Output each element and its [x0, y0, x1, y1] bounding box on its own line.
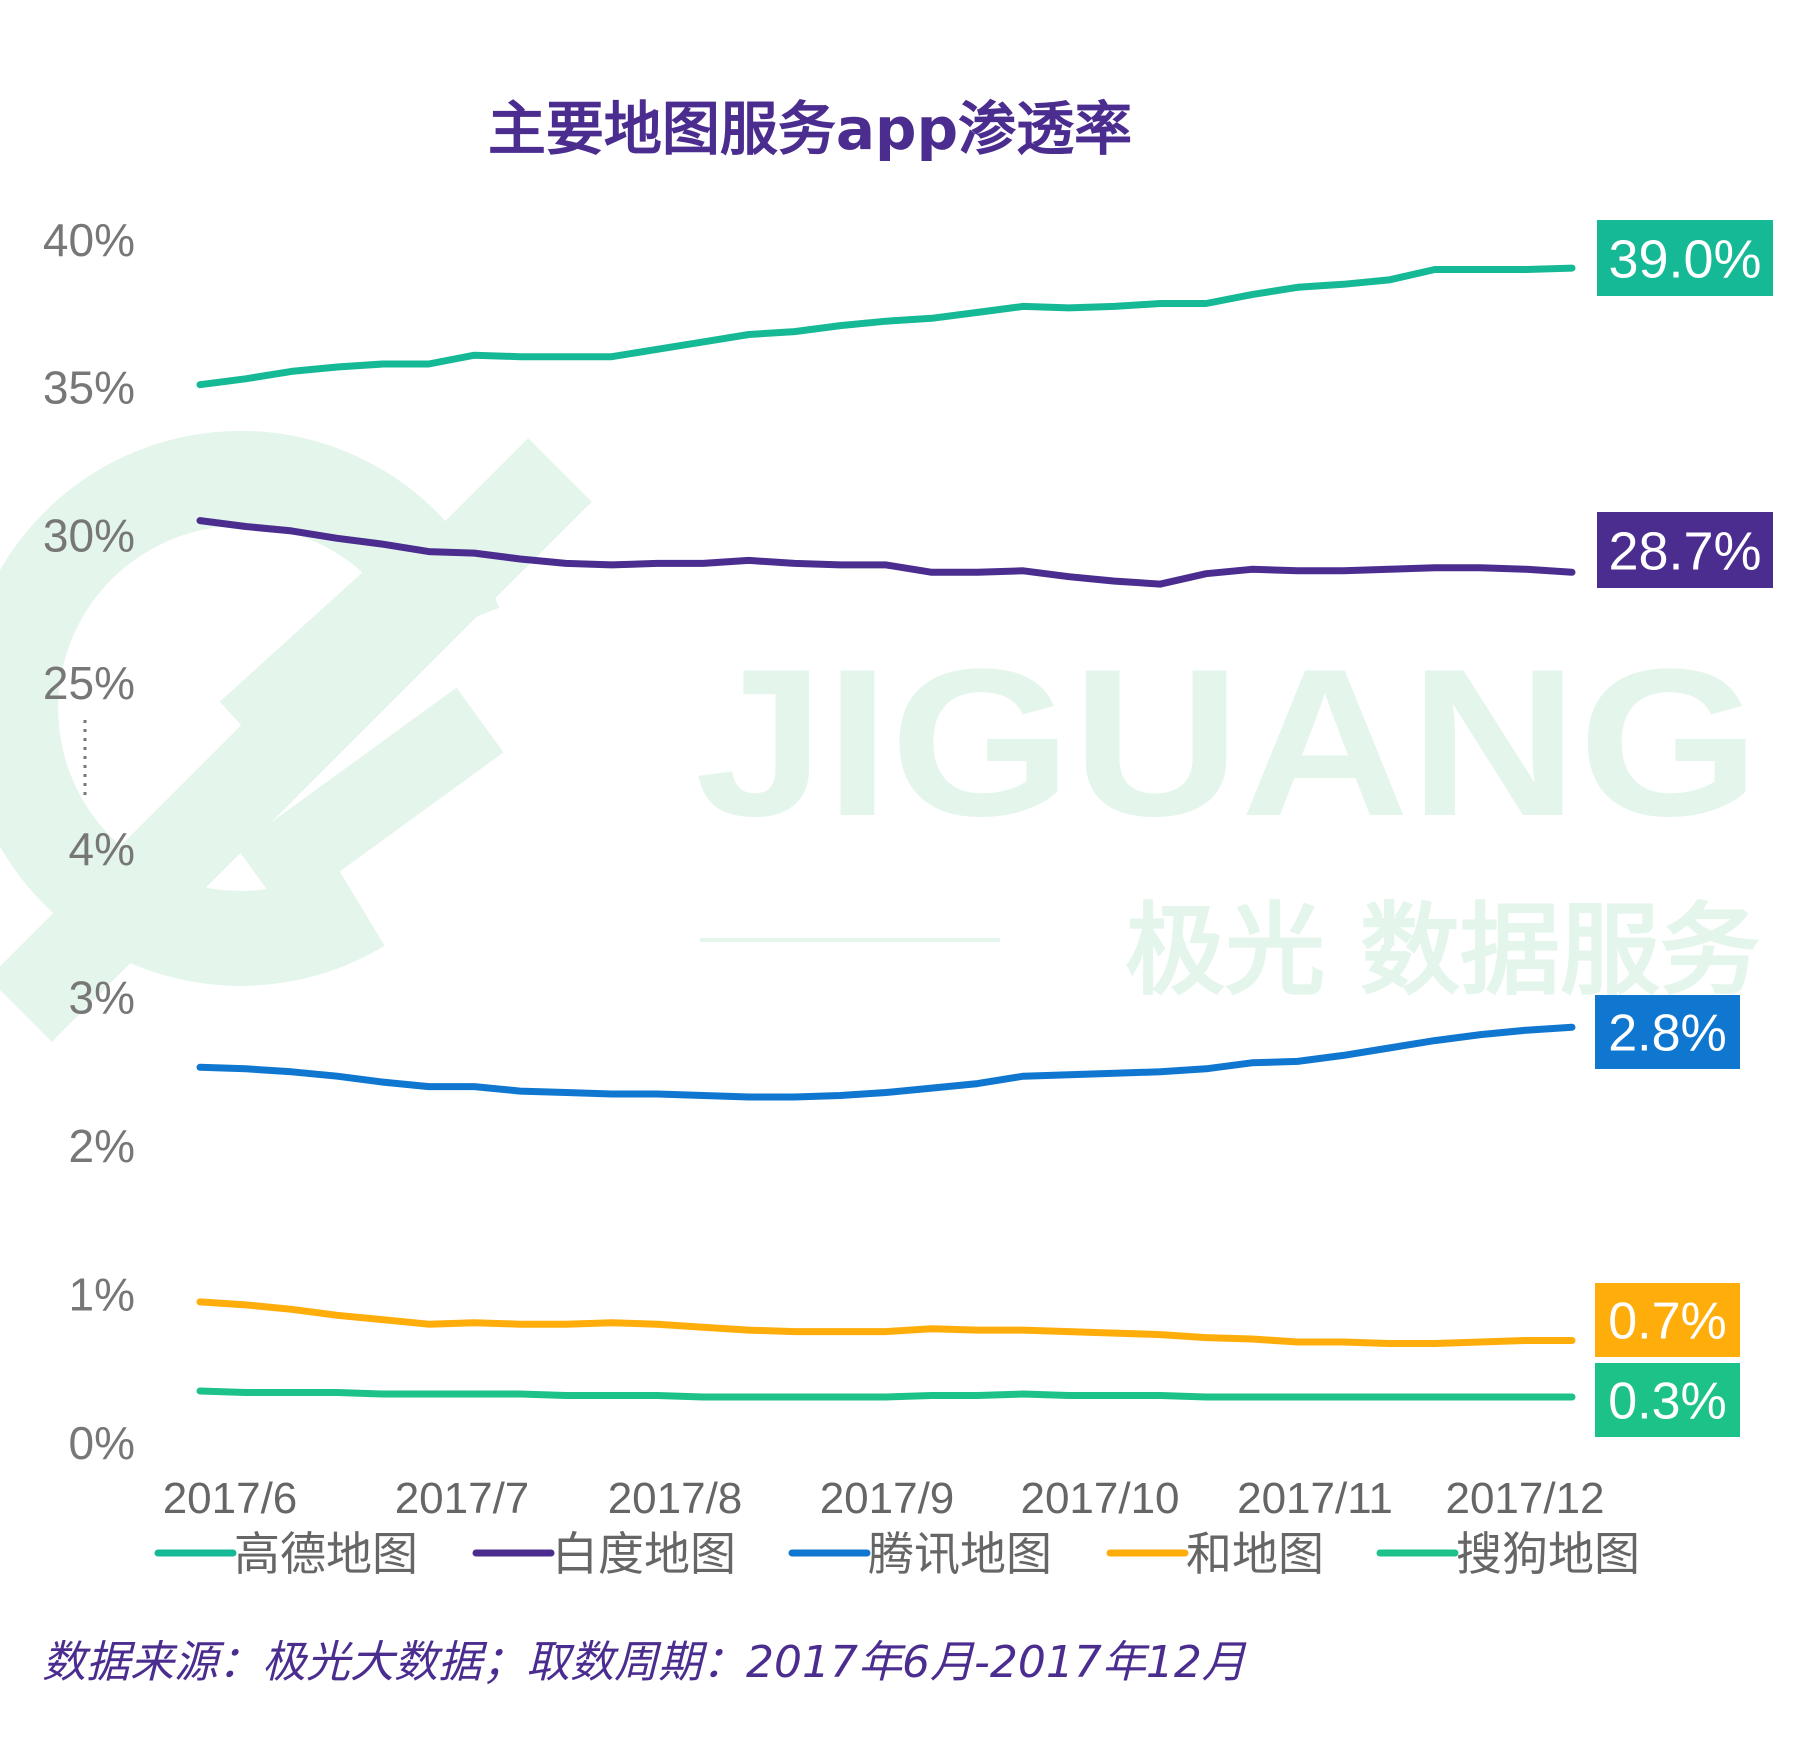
y-tick-label: 25% [43, 657, 135, 709]
legend-label: 白度地图 [552, 1527, 736, 1581]
end-value-label: 2.8% [1608, 1005, 1727, 1063]
end-label-box [1595, 1283, 1740, 1357]
end-value-label: 0.7% [1608, 1293, 1727, 1351]
y-tick-label: 40% [43, 214, 135, 266]
y-tick-label: 4% [69, 823, 135, 875]
legend-label: 和地图 [1186, 1527, 1324, 1581]
end-label-box [1595, 995, 1740, 1069]
series-line-1 [196, 264, 1576, 389]
x-tick-label: 2017/6 [163, 1474, 298, 1523]
data-source-note: 数据来源：极光大数据；取数周期：2017年6月-2017年12月 [42, 1637, 1246, 1688]
x-tick-label: 2017/8 [608, 1474, 743, 1523]
y-axis-ticks: 0% 1% 2% 3% 4% 25% 30% 35% 40% [43, 214, 135, 1469]
series-line-3 [196, 1023, 1576, 1101]
end-labels: 39.0% 28.7% 2.8% 0.7% 0.3% [1595, 220, 1773, 1437]
series-line-2 [196, 517, 1576, 588]
x-tick-label: 2017/7 [395, 1474, 530, 1523]
legend: 高德地图 白度地图 腾讯地图 和地图 搜狗地图 [154, 1527, 1640, 1581]
x-axis-ticks: 2017/6 2017/7 2017/8 2017/9 2017/10 2017/11 20… [163, 1474, 1605, 1523]
legend-label: 腾讯地图 [868, 1527, 1052, 1581]
y-tick-label: 30% [43, 509, 135, 561]
y-tick-label: 3% [69, 972, 135, 1024]
jiguang-logo-icon [0, 430, 592, 1042]
x-tick-label: 2017/10 [1020, 1474, 1179, 1523]
end-value-label: 28.7% [1608, 521, 1761, 581]
x-tick-label: 2017/11 [1237, 1474, 1393, 1523]
end-label-box [1597, 512, 1773, 588]
chart-title: 主要地图服务app渗透率 [487, 95, 1133, 163]
end-label-box [1597, 220, 1773, 296]
series-line-5 [196, 1387, 1576, 1401]
x-tick-label: 2017/12 [1445, 1474, 1604, 1523]
y-tick-label: 1% [69, 1269, 135, 1321]
end-value-label: 39.0% [1608, 229, 1761, 289]
series-lines [196, 264, 1576, 1401]
y-tick-label: 0% [69, 1417, 135, 1469]
watermark: JIGUANG 极光 数据服务 [0, 430, 1760, 1042]
x-tick-label: 2017/9 [820, 1474, 955, 1523]
legend-label: 高德地图 [234, 1527, 418, 1581]
y-tick-label: 35% [43, 362, 135, 414]
legend-label: 搜狗地图 [1456, 1527, 1640, 1581]
end-value-label: 0.3% [1608, 1373, 1727, 1431]
series-line-4 [196, 1298, 1576, 1347]
y-tick-label: 2% [69, 1120, 135, 1172]
end-label-box [1595, 1363, 1740, 1437]
watermark-brand: JIGUANG [695, 625, 1760, 860]
watermark-tagline: 极光 数据服务 [1125, 892, 1760, 1009]
